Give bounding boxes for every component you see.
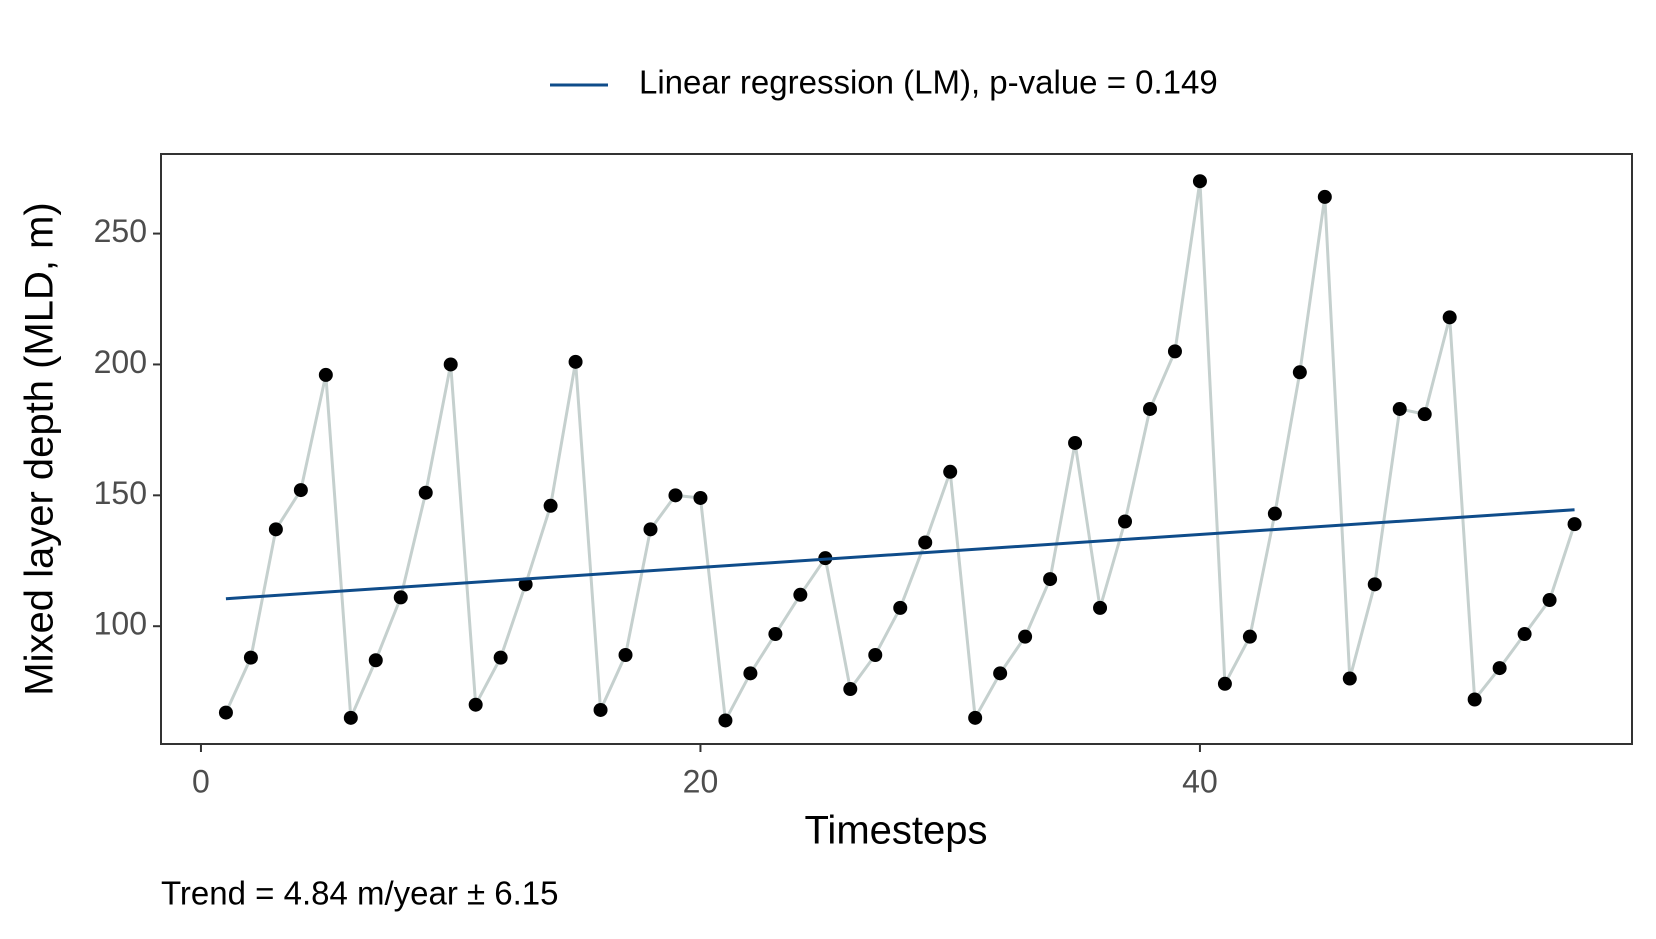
point xyxy=(1192,174,1207,189)
x-tick-label: 0 xyxy=(192,763,210,799)
point xyxy=(968,710,983,725)
point xyxy=(393,590,408,605)
point xyxy=(468,697,483,712)
legend-label: Linear regression (LM), p-value = 0.149 xyxy=(639,64,1218,101)
point xyxy=(218,705,233,720)
series-line xyxy=(225,508,1575,601)
point xyxy=(368,653,383,668)
point xyxy=(918,535,933,550)
point xyxy=(1492,661,1507,676)
point xyxy=(893,600,908,615)
point xyxy=(1367,577,1382,592)
point xyxy=(493,650,508,665)
point xyxy=(743,666,758,681)
point xyxy=(418,485,433,500)
point xyxy=(1292,365,1307,380)
y-tick-label: 100 xyxy=(94,606,147,642)
x-axis-label: Timesteps xyxy=(804,809,987,853)
y-tick-label: 200 xyxy=(94,344,147,380)
point xyxy=(543,498,558,513)
point xyxy=(643,522,658,537)
point xyxy=(1517,627,1532,642)
point xyxy=(1267,506,1282,521)
point xyxy=(1068,435,1083,450)
point xyxy=(1217,676,1232,691)
point xyxy=(868,648,883,663)
point xyxy=(843,682,858,697)
point xyxy=(1118,514,1133,529)
y-axis-label: Mixed layer depth (MLD, m) xyxy=(18,202,62,695)
point xyxy=(293,483,308,498)
series-line xyxy=(224,181,1576,726)
point xyxy=(1392,401,1407,416)
point xyxy=(568,354,583,369)
point xyxy=(1242,629,1257,644)
point xyxy=(1417,407,1432,422)
point xyxy=(1567,517,1582,532)
point xyxy=(318,367,333,382)
y-tick-label: 150 xyxy=(94,475,147,511)
point xyxy=(1442,310,1457,325)
point xyxy=(943,464,958,479)
point xyxy=(668,488,683,503)
point xyxy=(1342,671,1357,686)
point xyxy=(1093,600,1108,615)
point xyxy=(1467,692,1482,707)
point xyxy=(1043,572,1058,587)
point xyxy=(268,522,283,537)
point xyxy=(1142,401,1157,416)
point xyxy=(618,648,633,663)
point xyxy=(693,490,708,505)
point xyxy=(1542,593,1557,608)
point xyxy=(993,666,1008,681)
point xyxy=(768,627,783,642)
point xyxy=(1018,629,1033,644)
x-tick-label: 40 xyxy=(1182,763,1218,799)
x-tick-label: 20 xyxy=(683,763,719,799)
annotation: Trend = 4.84 m/year ± 6.15 xyxy=(161,875,559,912)
y-tick-label: 250 xyxy=(94,213,147,249)
point xyxy=(343,710,358,725)
point xyxy=(243,650,258,665)
point xyxy=(1317,189,1332,204)
plot-border xyxy=(160,153,1633,745)
point xyxy=(1167,344,1182,359)
point xyxy=(593,702,608,717)
point xyxy=(793,587,808,602)
point xyxy=(718,713,733,728)
point xyxy=(518,577,533,592)
point xyxy=(443,357,458,372)
